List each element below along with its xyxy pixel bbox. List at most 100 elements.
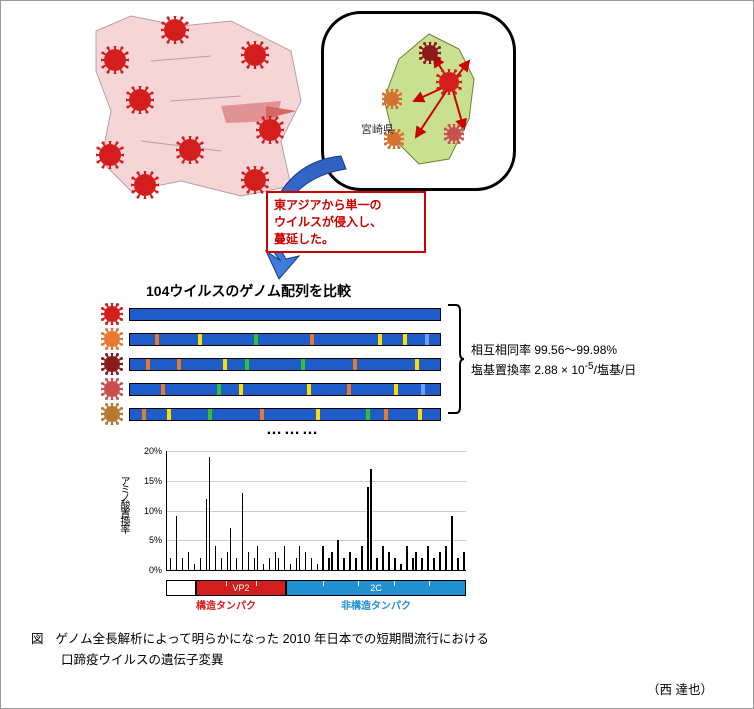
chart-bar	[263, 564, 265, 570]
y-tick-label: 20%	[137, 446, 162, 456]
chart-bar	[370, 469, 372, 570]
ellipsis-icon: ………	[266, 421, 320, 439]
mutation-mark	[353, 359, 357, 370]
virus-icon	[101, 46, 129, 74]
chart-bar	[248, 552, 250, 570]
chart-bar	[328, 558, 330, 570]
sequence-row	[101, 303, 441, 325]
genome-bar	[129, 308, 441, 321]
chart-bar	[188, 552, 190, 570]
genome-structure-bar: VP22C	[166, 580, 466, 596]
chart-bar	[361, 546, 363, 570]
compare-title: 104ウイルスのゲノム配列を比較	[146, 281, 351, 301]
chart-bar	[284, 546, 286, 570]
stats-text: 相互相同率 99.56〜99.98% 塩基置換率 2.88 × 10-5/塩基/…	[471, 341, 636, 379]
mutation-mark	[146, 359, 150, 370]
virus-icon	[444, 124, 464, 144]
chart-bar	[170, 558, 172, 570]
gridline	[167, 511, 466, 512]
mutation-mark	[142, 409, 146, 420]
caption-line1: ゲノム全長解析によって明らかになった 2010 年日本での短期間流行における	[56, 632, 489, 646]
y-axis-label: アミノ酸置換率	[116, 476, 131, 532]
mutation-mark	[301, 359, 305, 370]
chart-bar	[457, 558, 459, 570]
chart-bar	[367, 487, 369, 570]
chart-bar	[355, 558, 357, 570]
mutation-mark	[167, 409, 171, 420]
chart-bar	[176, 516, 178, 570]
y-tick-label: 10%	[137, 506, 162, 516]
chart-bar	[349, 552, 351, 570]
chart-bar	[236, 558, 238, 570]
sequence-alignment	[101, 303, 441, 428]
mutation-mark	[421, 384, 425, 395]
mutation-mark	[198, 334, 202, 345]
substitution-chart: アミノ酸置換率 0%5%10%15%20% VP22C 構造タンパク非構造タンパ…	[131, 446, 471, 611]
mutation-mark	[418, 409, 422, 420]
genome-bar	[129, 383, 441, 396]
chart-bar	[275, 552, 277, 570]
mutation-mark	[307, 384, 311, 395]
chart-bar	[206, 499, 208, 570]
virus-icon	[241, 41, 269, 69]
chart-bar	[463, 552, 465, 570]
genome-bar	[129, 408, 441, 421]
y-tick-label: 5%	[137, 535, 162, 545]
virus-icon	[101, 378, 123, 400]
gridline	[167, 451, 466, 452]
mutation-mark	[208, 409, 212, 420]
caption-prefix: 図	[31, 632, 44, 646]
mutation-mark	[316, 409, 320, 420]
virus-icon	[382, 89, 402, 109]
chart-bar	[311, 558, 313, 570]
structure-label: 構造タンパク	[166, 597, 286, 611]
mutation-mark	[310, 334, 314, 345]
mutation-mark	[347, 384, 351, 395]
sequence-row	[101, 353, 441, 375]
chart-bar	[182, 558, 184, 570]
chart-bar	[400, 564, 402, 570]
chart-bar	[257, 546, 259, 570]
chart-bar	[242, 493, 244, 570]
mutation-mark	[394, 384, 398, 395]
segment-tick	[358, 581, 359, 586]
chart-bar	[433, 558, 435, 570]
chart-bar	[451, 516, 453, 570]
mutation-mark	[384, 409, 388, 420]
virus-icon	[126, 86, 154, 114]
virus-icon	[256, 116, 284, 144]
segment-tick	[256, 581, 257, 586]
mutation-mark	[223, 359, 227, 370]
chart-bar	[299, 546, 301, 570]
sequence-row	[101, 328, 441, 350]
virus-icon	[176, 136, 204, 164]
chart-bar	[230, 528, 232, 570]
chart-bar	[439, 552, 441, 570]
genome-bar	[129, 333, 441, 346]
virus-icon	[101, 303, 123, 325]
chart-plot-area: 0%5%10%15%20%	[166, 451, 466, 571]
chart-bar	[200, 558, 202, 570]
virus-icon	[101, 353, 123, 375]
virus-icon	[436, 69, 462, 95]
chart-bar	[322, 546, 324, 570]
miyazaki-label: 宮崎県	[361, 121, 394, 137]
y-tick-label: 15%	[137, 476, 162, 486]
sequence-row	[101, 378, 441, 400]
chart-bar	[305, 552, 307, 570]
gridline	[167, 481, 466, 482]
invasion-text-box: 東アジアから単一の ウイルスが侵入し、 蔓延した。	[266, 191, 426, 253]
chart-bar	[337, 540, 339, 570]
chart-bar	[406, 546, 408, 570]
mutation-mark	[403, 334, 407, 345]
chart-bar	[421, 558, 423, 570]
genome-segment: 2C	[286, 580, 466, 596]
segment-tick	[226, 581, 227, 586]
segment-tick	[323, 581, 324, 586]
segment-tick	[394, 581, 395, 586]
gridline	[167, 540, 466, 541]
genome-segment: VP2	[196, 580, 286, 596]
chart-bar	[215, 546, 217, 570]
genome-segment	[166, 580, 196, 596]
invasion-line1: 東アジアから単一の	[274, 197, 418, 214]
